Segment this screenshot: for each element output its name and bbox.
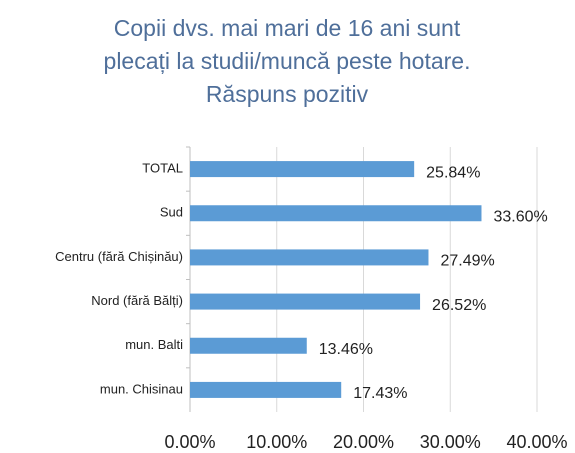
bar bbox=[190, 205, 482, 222]
value-label: 25.84% bbox=[426, 164, 480, 181]
y-tick-label: Nord (fără Bălți) bbox=[91, 293, 183, 308]
bar bbox=[190, 293, 421, 310]
x-tick-label: 0.00% bbox=[164, 432, 215, 452]
value-label: 26.52% bbox=[432, 297, 486, 314]
y-tick-label: Sud bbox=[160, 205, 183, 220]
value-label: 27.49% bbox=[440, 253, 494, 270]
bar bbox=[190, 381, 342, 398]
y-tick-label: mun. Chisinau bbox=[100, 381, 183, 396]
x-tick-label: 40.00% bbox=[506, 432, 567, 452]
bar bbox=[190, 249, 429, 266]
x-tick-label: 20.00% bbox=[333, 432, 394, 452]
x-tick-label: 10.00% bbox=[246, 432, 307, 452]
chart-title: plecați la studii/muncă peste hotare. bbox=[104, 48, 471, 74]
value-label: 17.43% bbox=[353, 385, 407, 402]
y-tick-label: mun. Balti bbox=[125, 337, 183, 352]
value-label: 33.60% bbox=[493, 208, 547, 225]
value-label: 13.46% bbox=[319, 341, 373, 358]
x-tick-label: 30.00% bbox=[420, 432, 481, 452]
y-tick-label: TOTAL bbox=[142, 161, 183, 176]
y-tick-label: Centru (fără Chișinău) bbox=[55, 249, 183, 264]
chart-title: Copii dvs. mai mari de 16 ani sunt bbox=[114, 15, 461, 41]
bar bbox=[190, 337, 307, 354]
chart-title: Răspuns pozitiv bbox=[206, 81, 369, 107]
bar bbox=[190, 161, 415, 178]
